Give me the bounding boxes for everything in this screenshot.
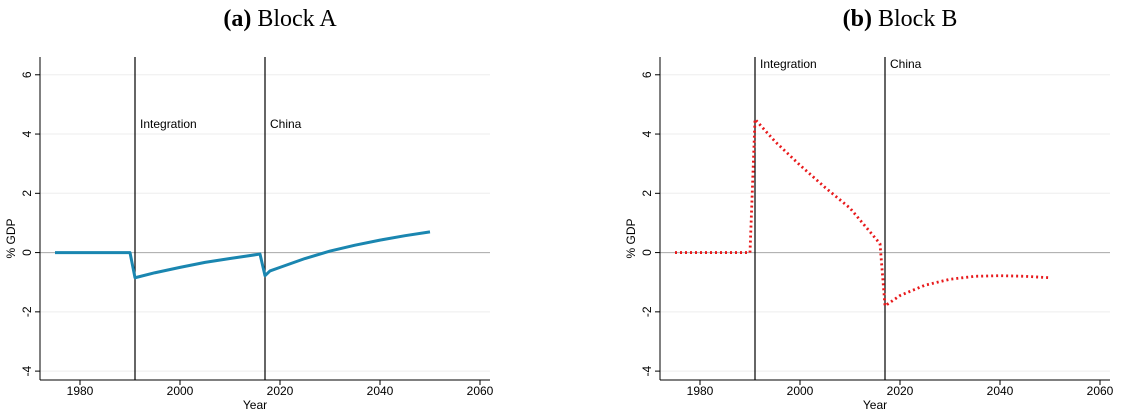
y-tick-label: 6 [640,71,654,78]
y-tick-label: -4 [20,365,34,376]
y-axis-label: % GDP [624,218,638,258]
series-line [55,230,431,280]
x-tick-label: 2020 [267,384,294,398]
x-tick-label: 1980 [67,384,94,398]
event-label: Integration [140,117,197,131]
x-tick-label: 2000 [787,384,814,398]
y-tick-label: 6 [20,71,34,78]
y-tick-label: 0 [20,249,34,256]
y-tick-label: -2 [20,306,34,317]
y-tick-label: -2 [640,306,654,317]
y-tick-label: 0 [640,249,654,256]
panel-title-text: Block B [878,6,957,32]
panel-title-text: Block A [257,6,337,32]
x-tick-label: 2060 [1087,384,1114,398]
y-axis-label: % GDP [4,218,18,258]
event-label: China [270,117,302,131]
panel-label: (a) [223,6,251,32]
x-tick-label: 1980 [687,384,714,398]
panel-title: (a) Block A [223,6,337,32]
event-label: Integration [760,57,817,71]
x-tick-label: 2000 [167,384,194,398]
y-tick-label: -4 [640,365,654,376]
y-tick-label: 4 [640,130,654,137]
x-tick-label: 2040 [987,384,1014,398]
x-tick-label: 2020 [887,384,914,398]
x-axis-label: Year [863,398,887,411]
y-tick-label: 2 [640,190,654,197]
series-line [675,117,1051,308]
x-tick-label: 2040 [367,384,394,398]
x-tick-label: 2060 [467,384,494,398]
x-axis-label: Year [243,398,267,411]
panel-label: (b) [843,6,872,32]
y-tick-label: 2 [20,190,34,197]
event-label: China [890,57,922,71]
y-tick-label: 4 [20,130,34,137]
panel-title: (b) Block B [843,6,958,32]
